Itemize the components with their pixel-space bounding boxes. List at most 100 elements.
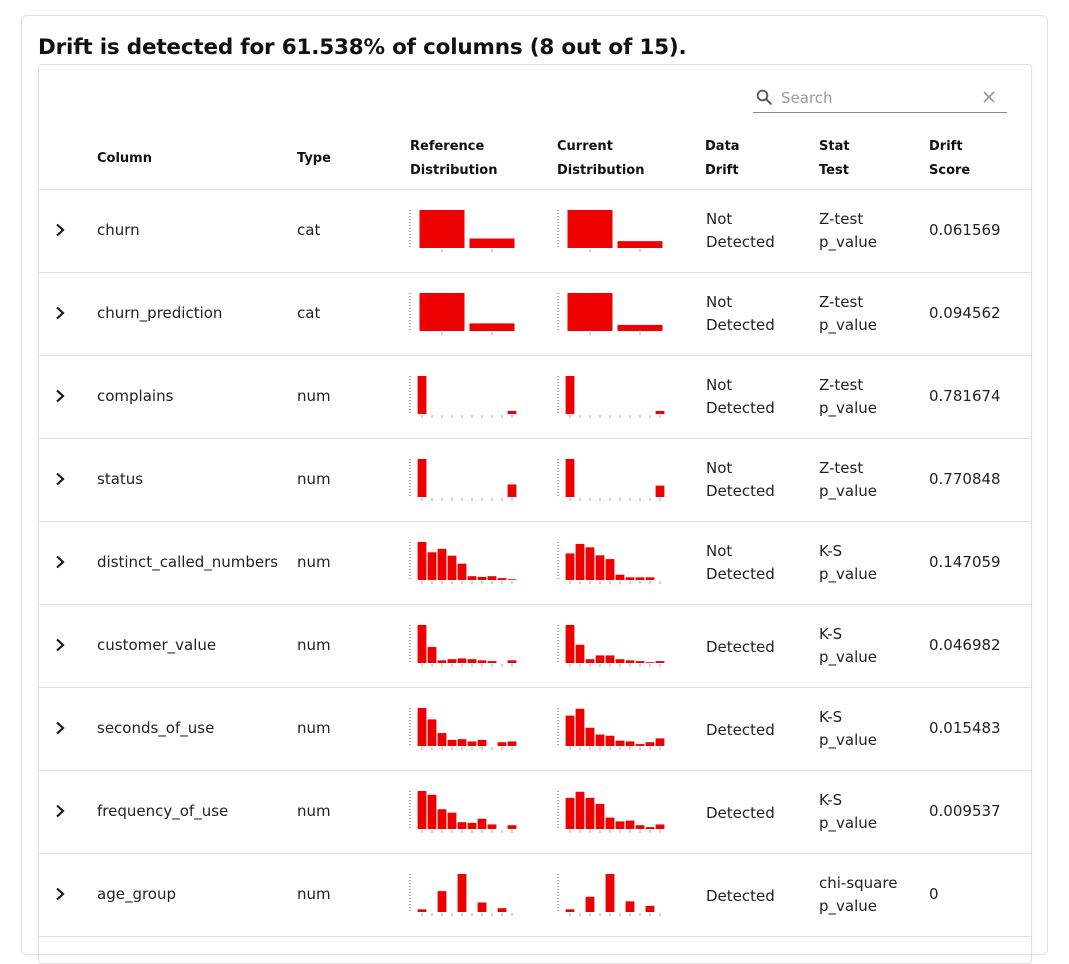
drift-score: 0.147059: [929, 553, 1001, 571]
reference-histogram-bar: [417, 459, 427, 497]
drift-status-line: Detected: [706, 399, 775, 417]
column-header-label: Stat: [819, 139, 850, 154]
column-name: customer_value: [97, 636, 217, 654]
stat-test-line: Z-test: [819, 293, 864, 311]
column-header-label: Column: [97, 151, 152, 166]
stat-test-line: Z-test: [819, 210, 864, 228]
chevron-right-icon[interactable]: [49, 468, 71, 490]
current-distribution-chart: [557, 791, 665, 833]
column-name: seconds_of_use: [97, 719, 215, 737]
chevron-right-icon[interactable]: [49, 219, 71, 241]
current-histogram-bar: [585, 547, 595, 580]
column-type: cat: [297, 221, 321, 239]
chevron-right-icon[interactable]: [49, 883, 71, 905]
current-histogram-bar: [615, 659, 625, 663]
drift-status-line: Detected: [706, 804, 775, 822]
current-histogram-bar: [655, 738, 665, 746]
table-row: status num Not Detected Z-test p_value 0.77084…: [39, 439, 1031, 522]
chevron-right-icon[interactable]: [49, 551, 71, 573]
reference-distribution-chart: [409, 210, 515, 252]
chevron-right-icon[interactable]: [49, 717, 71, 739]
reference-distribution-chart: [409, 791, 517, 833]
current-histogram-bar: [565, 376, 575, 414]
reference-histogram-bar: [467, 659, 477, 663]
current-distribution-chart: [557, 210, 663, 252]
column-name: churn_prediction: [97, 304, 223, 322]
drift-status-line: Detected: [706, 233, 775, 251]
current-distribution-chart: [557, 459, 665, 501]
column-header-stat-test[interactable]: Stat Test: [819, 135, 850, 183]
stat-test: K-S p_value: [819, 789, 877, 835]
column-header-label: Test: [819, 163, 849, 178]
header-divider: [39, 189, 1031, 190]
reference-histogram-bar: [417, 909, 427, 912]
drift-status: Detected: [706, 636, 775, 659]
current-histogram-bar: [595, 734, 605, 746]
column-type: num: [297, 387, 331, 405]
column-header-drift-score[interactable]: Drift Score: [929, 135, 970, 183]
stat-test: K-S p_value: [819, 540, 877, 586]
reference-distribution-chart: [409, 708, 517, 750]
stat-test-line: K-S: [819, 708, 843, 726]
current-histogram-bar: [635, 661, 645, 663]
table-row: complains num Not Detected Z-test p_value 0.78…: [39, 356, 1031, 439]
column-type: num: [297, 885, 331, 903]
reference-histogram-bar: [457, 563, 467, 580]
current-histogram-bar: [565, 715, 575, 746]
reference-histogram-bar: [437, 891, 447, 912]
current-histogram-bar: [645, 662, 655, 663]
current-histogram-bar: [605, 559, 615, 580]
chevron-right-icon[interactable]: [49, 385, 71, 407]
reference-histogram-bar: [437, 733, 447, 746]
search-input[interactable]: [781, 86, 971, 110]
drift-status-line: Not: [706, 210, 733, 228]
reference-histogram-bar: [427, 794, 437, 829]
reference-histogram-bar: [507, 579, 517, 580]
current-histogram-bar: [605, 735, 615, 746]
reference-histogram-bar: [457, 874, 467, 912]
close-icon[interactable]: [981, 89, 997, 105]
current-histogram-bar: [617, 241, 663, 248]
column-header-data-drift[interactable]: Data Drift: [705, 135, 740, 183]
column-header-label: Drift: [705, 163, 739, 178]
column-name: status: [97, 470, 144, 488]
column-name: complains: [97, 387, 174, 405]
stat-test-line: p_value: [819, 316, 877, 334]
column-header-type[interactable]: Type: [297, 147, 331, 171]
stat-test-line: p_value: [819, 399, 877, 417]
reference-histogram-bar: [477, 576, 487, 580]
stat-test-line: p_value: [819, 565, 877, 583]
current-histogram-bar: [625, 901, 635, 912]
current-histogram-bar: [615, 740, 625, 746]
current-histogram-bar: [605, 817, 615, 829]
column-type: num: [297, 470, 331, 488]
reference-distribution-chart: [409, 625, 517, 667]
reference-histogram-bar: [437, 809, 447, 829]
current-histogram-bar: [565, 553, 575, 580]
reference-histogram-bar: [507, 741, 517, 746]
table-row: age_group num Detected chi-square p_value 0: [39, 854, 1031, 937]
current-histogram-bar: [635, 825, 645, 829]
chevron-right-icon[interactable]: [49, 800, 71, 822]
current-histogram-bar: [645, 577, 655, 580]
reference-histogram-bar: [417, 376, 427, 414]
drift-score: 0.015483: [929, 719, 1001, 737]
current-histogram-bar: [567, 210, 613, 248]
column-header-column[interactable]: Column: [97, 147, 152, 171]
table-row: churn cat Not Detected Z-test p_value 0.061569: [39, 190, 1031, 273]
chevron-right-icon[interactable]: [49, 302, 71, 324]
current-histogram-bar: [655, 485, 665, 497]
drift-status-line: Detected: [706, 482, 775, 500]
reference-histogram-bar: [419, 210, 465, 248]
reference-distribution-chart: [409, 542, 517, 584]
table-row: distinct_called_numbers num Not Detected K-S…: [39, 522, 1031, 605]
current-distribution-chart: [557, 625, 665, 667]
drift-status-line: Detected: [706, 887, 775, 905]
stat-test-line: p_value: [819, 648, 877, 666]
column-header-current-distribution: Current Distribution: [557, 135, 644, 183]
chevron-right-icon[interactable]: [49, 634, 71, 656]
column-header-reference-distribution: Reference Distribution: [410, 135, 497, 183]
column-header-label: Drift: [929, 139, 963, 154]
current-histogram-bar: [625, 741, 635, 746]
column-header-label: Type: [297, 151, 331, 166]
